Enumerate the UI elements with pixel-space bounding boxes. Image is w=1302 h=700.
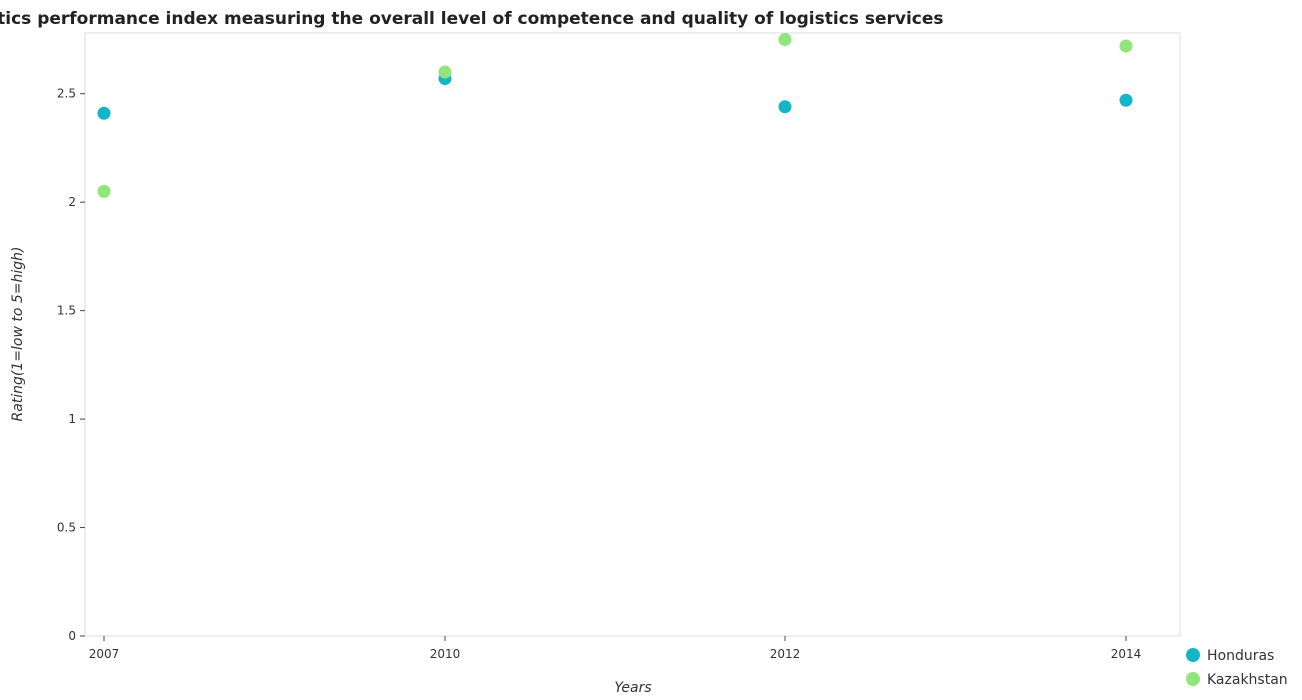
- y-tick-label: 2.5: [57, 87, 76, 101]
- legend-label-honduras: Honduras: [1207, 648, 1274, 664]
- point-kazakhstan-2010: [438, 65, 452, 79]
- y-tick-label: 1.5: [57, 304, 76, 318]
- y-tick-label: 0: [68, 629, 76, 643]
- x-tick-label: 2010: [430, 647, 461, 661]
- legend-marker-honduras: [1186, 648, 1200, 662]
- y-axis-label: Rating(1=low to 5=high): [10, 246, 26, 421]
- point-honduras-2007: [97, 106, 111, 120]
- point-honduras-2014: [1119, 93, 1133, 107]
- x-tick-label: 2014: [1111, 647, 1142, 661]
- x-tick-label: 2012: [770, 647, 801, 661]
- point-kazakhstan-2014: [1119, 39, 1133, 53]
- x-axis: 2007 2010 2012 2014: [89, 636, 1142, 661]
- plot-frame: [84, 32, 1181, 637]
- point-honduras-2012: [778, 100, 792, 114]
- x-axis-label: Years: [614, 680, 651, 696]
- point-kazakhstan-2007: [97, 184, 111, 198]
- data-points: [97, 33, 1133, 198]
- point-kazakhstan-2012: [778, 33, 792, 47]
- legend: Honduras Kazakhstan: [1186, 648, 1288, 688]
- legend-label-kazakhstan: Kazakhstan: [1207, 672, 1288, 688]
- y-tick-label: 0.5: [57, 521, 76, 535]
- legend-marker-kazakhstan: [1186, 672, 1200, 686]
- y-tick-label: 1: [68, 412, 76, 426]
- x-tick-label: 2007: [89, 647, 120, 661]
- chart-title: Logistics performance index measuring th…: [0, 9, 944, 29]
- y-axis: 0 0.5 1 1.5 2 2.5: [57, 87, 85, 643]
- y-tick-label: 2: [68, 195, 76, 209]
